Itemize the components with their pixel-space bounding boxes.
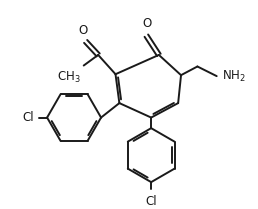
Text: O: O <box>78 24 87 37</box>
Text: Cl: Cl <box>22 111 34 124</box>
Text: O: O <box>143 17 152 30</box>
Text: CH$_3$: CH$_3$ <box>57 70 81 85</box>
Text: Cl: Cl <box>145 195 157 208</box>
Text: NH$_2$: NH$_2$ <box>222 69 245 84</box>
